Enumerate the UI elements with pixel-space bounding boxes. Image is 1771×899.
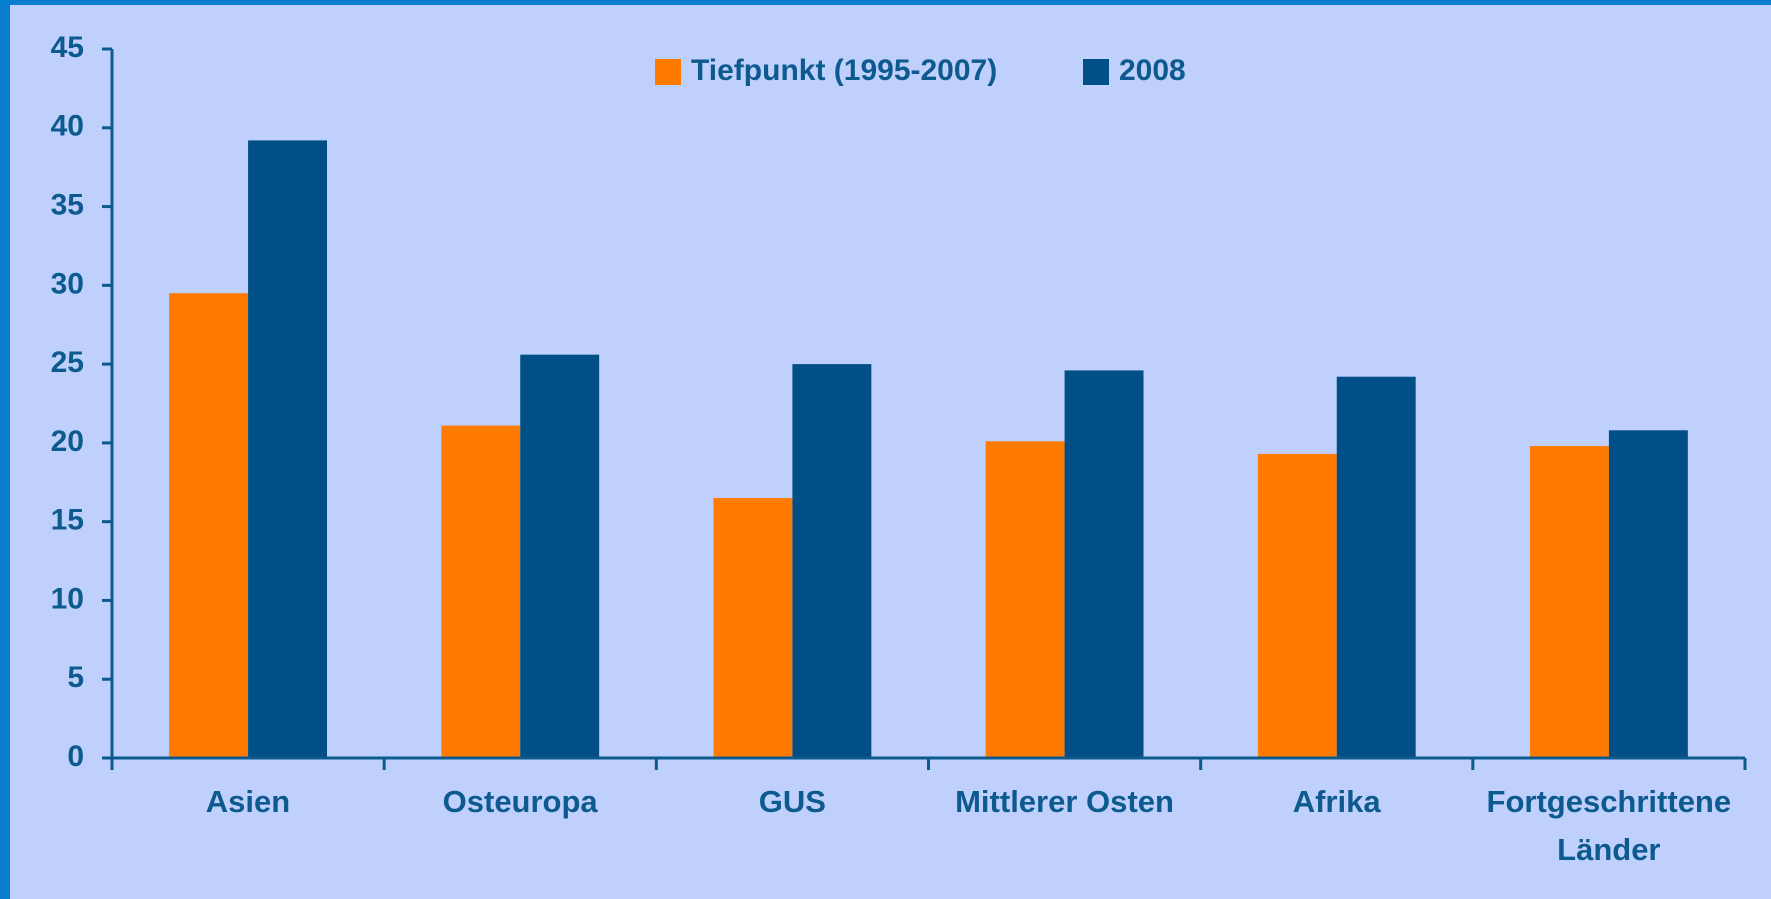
bar bbox=[1064, 370, 1144, 758]
legend-label: Tiefpunkt (1995-2007) bbox=[691, 54, 997, 87]
legend-swatch bbox=[1083, 59, 1109, 85]
x-tick-label: Fortgeschrittene Länder bbox=[1486, 784, 1732, 867]
legend-swatch bbox=[655, 59, 681, 85]
y-tick-label: 0 bbox=[67, 740, 84, 773]
bar bbox=[248, 140, 328, 759]
bar bbox=[1336, 376, 1416, 758]
bar bbox=[520, 354, 600, 758]
y-tick-label: 15 bbox=[51, 504, 84, 537]
bar bbox=[713, 498, 793, 758]
bar bbox=[1257, 453, 1337, 758]
bar bbox=[1529, 446, 1609, 758]
bar bbox=[985, 441, 1065, 758]
y-tick-label: 20 bbox=[51, 425, 84, 458]
x-tick-label: Osteuropa bbox=[442, 784, 598, 819]
y-tick-label: 25 bbox=[51, 346, 84, 379]
bar bbox=[169, 293, 249, 758]
y-tick-label: 10 bbox=[51, 582, 84, 615]
y-tick-label: 30 bbox=[51, 267, 84, 300]
bar bbox=[792, 364, 872, 758]
x-tick-label: GUS bbox=[758, 784, 826, 819]
x-tick-label: Asien bbox=[205, 784, 291, 819]
legend-label: 2008 bbox=[1119, 54, 1186, 87]
y-tick-label: 5 bbox=[67, 661, 84, 694]
x-tick-label: Afrika bbox=[1292, 784, 1381, 819]
bar bbox=[441, 425, 521, 758]
y-tick-label: 35 bbox=[51, 188, 84, 221]
bar bbox=[1608, 430, 1688, 758]
y-tick-label: 40 bbox=[51, 110, 84, 143]
x-tick-label: Mittlerer Osten bbox=[955, 784, 1174, 819]
y-tick-label: 45 bbox=[51, 31, 84, 64]
